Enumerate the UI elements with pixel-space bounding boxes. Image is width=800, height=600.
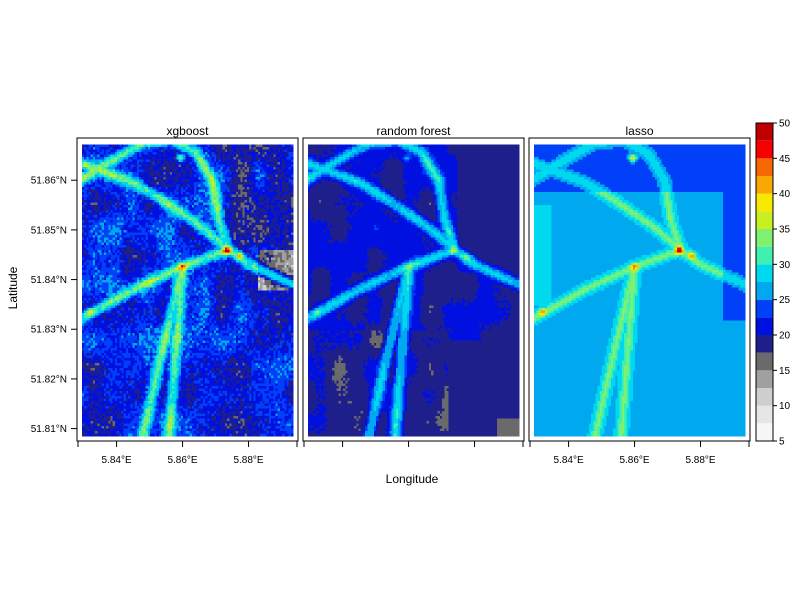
colorbar-band — [756, 370, 773, 388]
colorbar-band — [756, 335, 773, 353]
panel-title: xgboost — [166, 124, 209, 138]
colorbar-tick-label: 25 — [779, 295, 791, 306]
panel-title: random forest — [376, 124, 451, 138]
y-tick-label: 51.84°N — [31, 275, 67, 286]
colorbar-tick-label: 35 — [779, 225, 791, 236]
colorbar-band — [756, 405, 773, 424]
heatmap-raster — [81, 144, 294, 437]
colorbar-tick-label: 40 — [779, 189, 791, 200]
heatmap-raster — [533, 144, 746, 437]
colorbar-band — [756, 317, 773, 335]
x-axis: 5.84°E 5.86°E 5.88°E 5.84°E 5.86°E 5.88°E — [77, 441, 750, 466]
x-tick-label: 5.88°E — [685, 455, 715, 466]
x-tick-label: 5.88°E — [233, 455, 263, 466]
y-tick-label: 51.81°N — [31, 424, 67, 435]
colorbar-tick-label: 20 — [779, 331, 791, 342]
panel-1: xgboost — [76, 124, 299, 442]
colorbar-frame — [755, 122, 774, 442]
panel-3: lasso — [528, 124, 751, 442]
y-tick-label: 51.82°N — [31, 374, 67, 385]
panel-2: random forest — [302, 124, 525, 442]
colorbar-tick-label: 15 — [779, 366, 791, 377]
x-axis-label: Longitude — [386, 472, 439, 486]
colorbar: 5 10 15 20 25 30 35 40 45 50 — [755, 119, 791, 448]
colorbar-band — [756, 140, 773, 159]
colorbar-band — [756, 211, 773, 229]
colorbar-band — [756, 282, 773, 300]
y-tick-label: 51.86°N — [31, 176, 67, 187]
colorbar-band — [756, 246, 773, 265]
x-tick-label: 5.84°E — [554, 455, 584, 466]
colorbar-band — [756, 299, 773, 318]
y-axis-label: Latitude — [6, 266, 20, 309]
colorbar-band — [756, 264, 773, 282]
x-tick-label: 5.86°E — [619, 455, 649, 466]
colorbar-band — [756, 388, 773, 406]
colorbar-band — [756, 176, 773, 194]
y-tick-label: 51.85°N — [31, 225, 67, 236]
colorbar-band — [756, 352, 773, 371]
colorbar-band — [756, 158, 773, 176]
colorbar-tick-label: 10 — [779, 401, 791, 412]
colorbar-band — [756, 123, 773, 141]
y-axis: 51.81°N 51.82°N 51.83°N 51.84°N 51.85°N 51.86… — [31, 176, 77, 435]
x-tick-label: 5.86°E — [167, 455, 197, 466]
panels-group: xgboost random forest lasso — [76, 124, 751, 442]
x-tick-label: 5.84°E — [102, 455, 132, 466]
panel-title: lasso — [625, 124, 653, 138]
colorbar-band — [756, 423, 773, 441]
colorbar-tick-label: 45 — [779, 154, 791, 165]
colorbar-band — [756, 193, 773, 212]
colorbar-tick-label: 30 — [779, 260, 791, 271]
heatmap-raster — [307, 144, 520, 437]
colorbar-band — [756, 229, 773, 247]
colorbar-tick-label: 50 — [779, 119, 791, 130]
colorbar-tick-label: 5 — [779, 437, 785, 448]
y-tick-label: 51.83°N — [31, 325, 67, 336]
